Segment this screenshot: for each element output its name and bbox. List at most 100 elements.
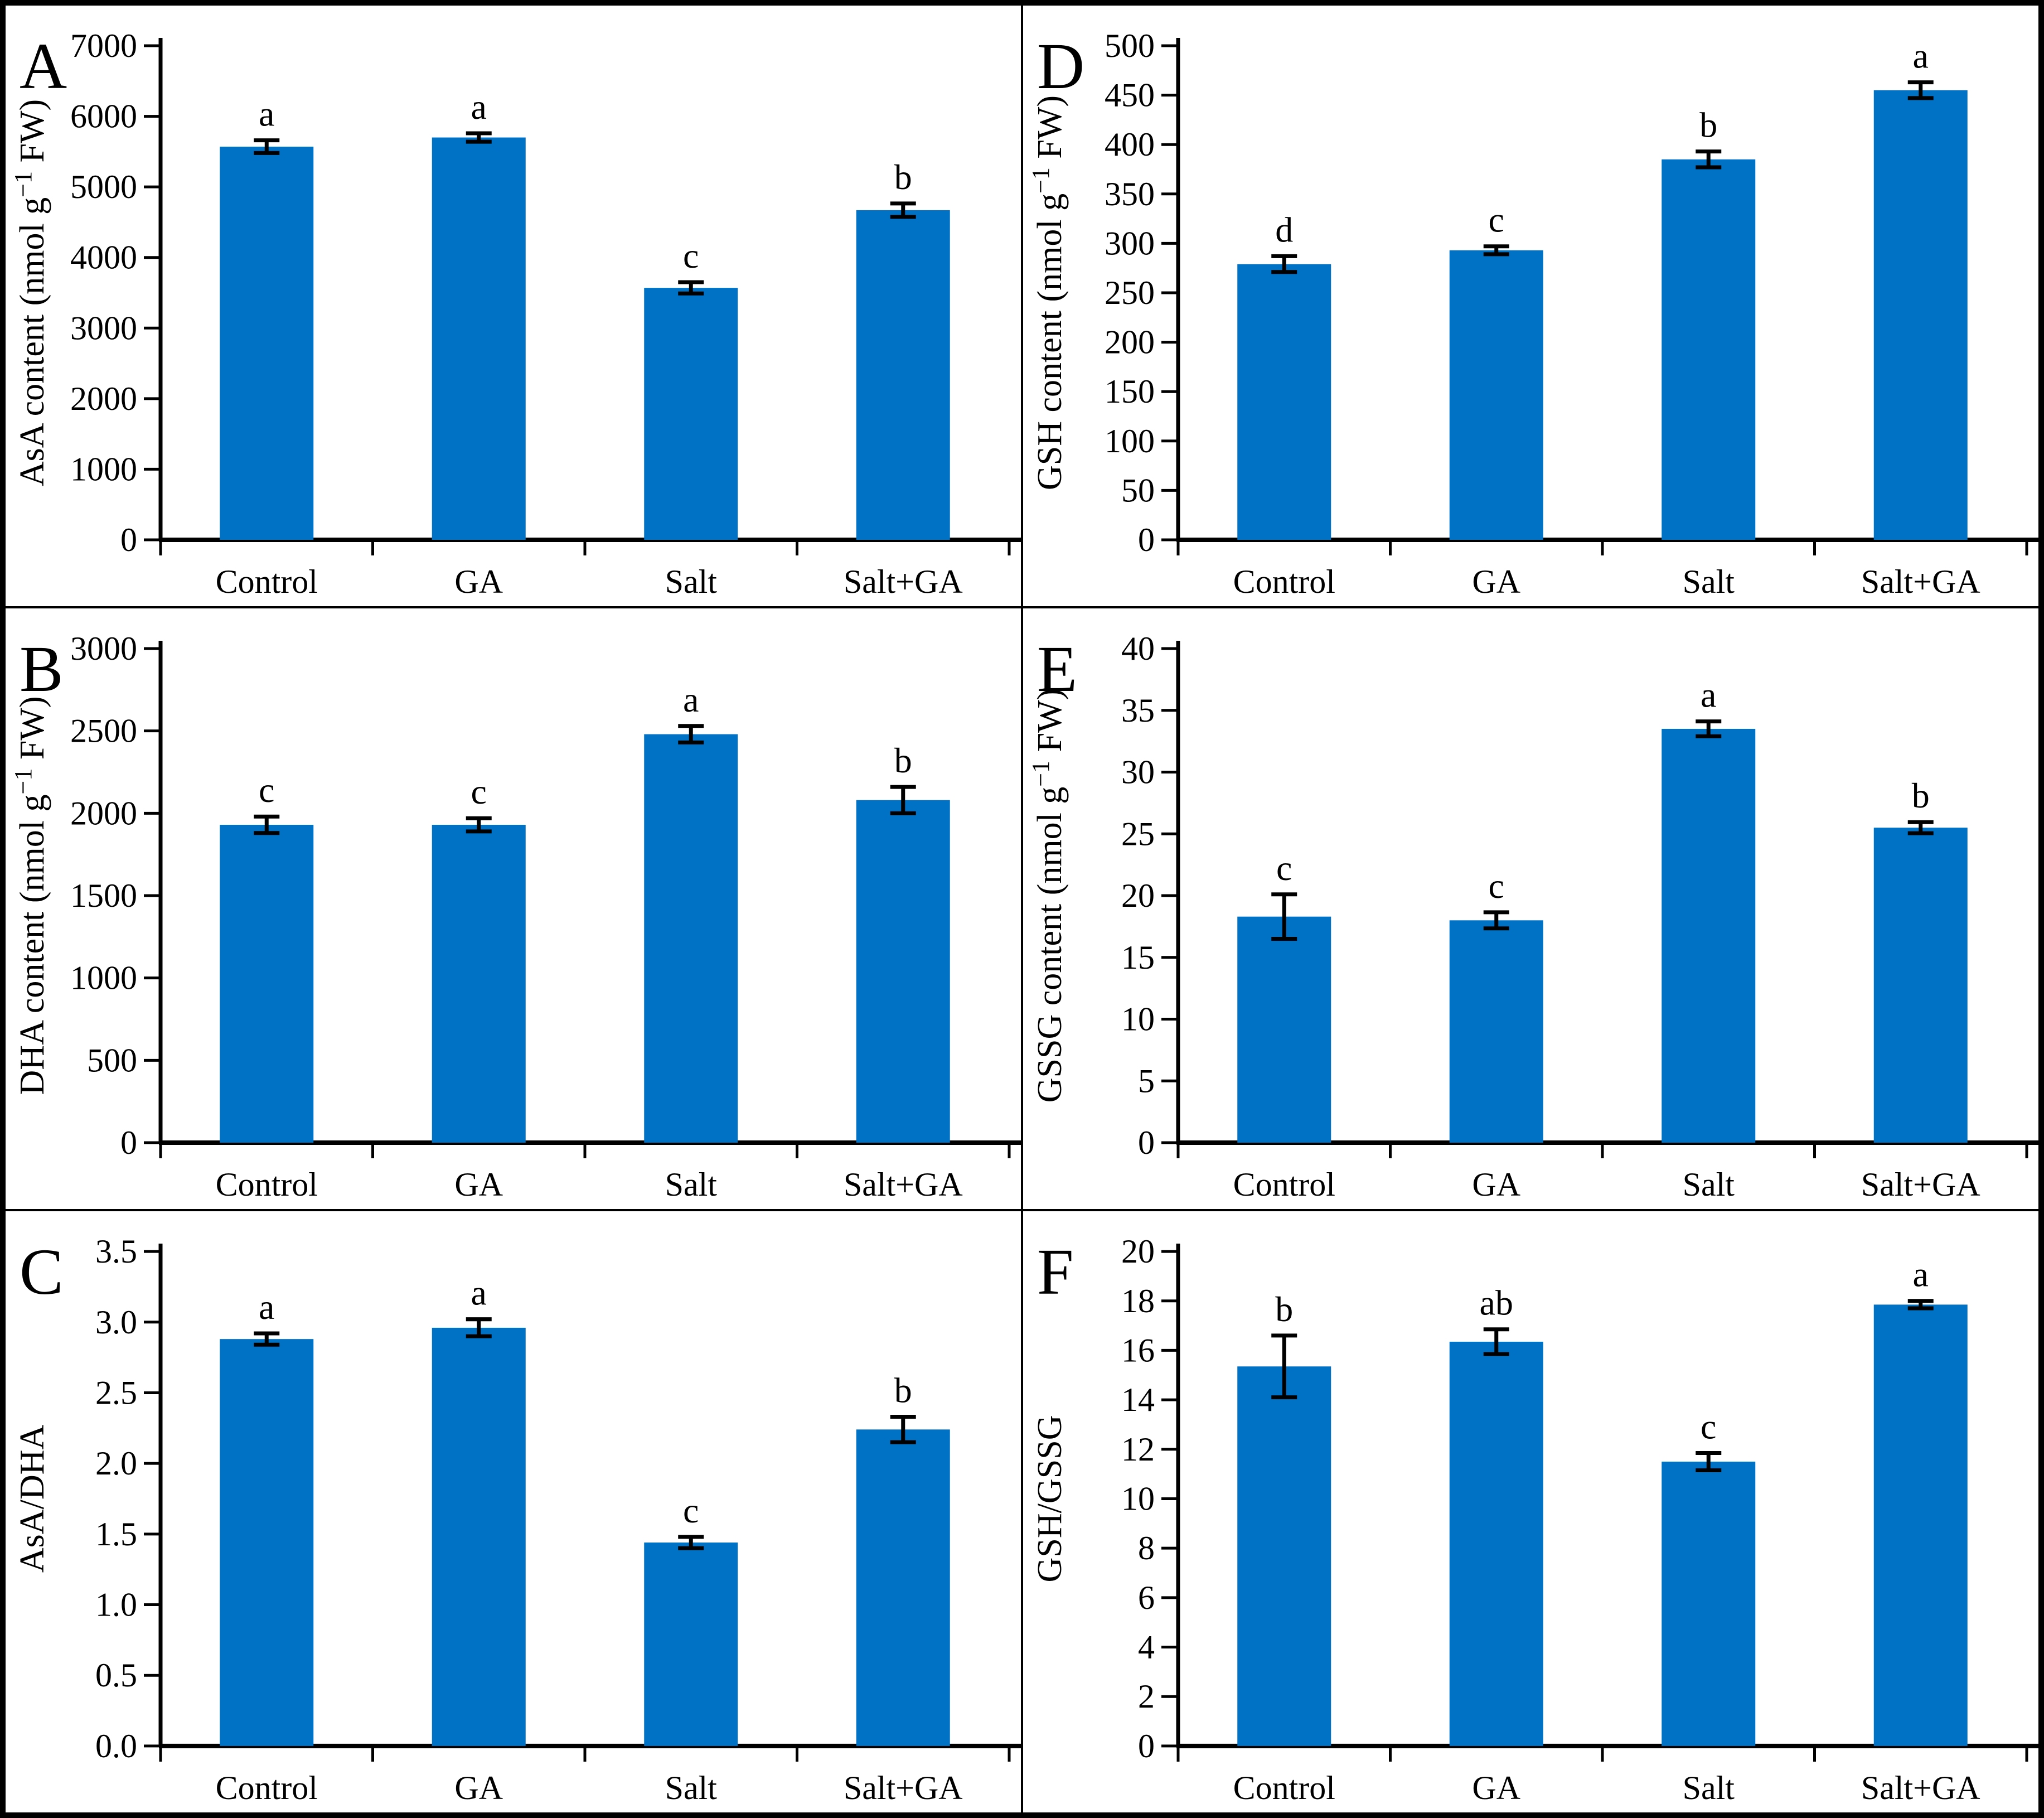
x-category-label: Salt+GA xyxy=(1861,563,1980,600)
bar xyxy=(856,800,950,1143)
x-category-label: Salt+GA xyxy=(844,1769,963,1806)
y-tick-label: 10 xyxy=(1121,1480,1155,1517)
y-tick-label: 1000 xyxy=(70,960,137,997)
x-category-label: Salt+GA xyxy=(1861,1166,1980,1203)
y-tick-label: 40 xyxy=(1121,630,1155,667)
significance-letter: b xyxy=(894,157,912,197)
panel-letter: D xyxy=(1037,30,1084,103)
x-category-label: GA xyxy=(1472,563,1520,600)
significance-letter: c xyxy=(683,236,699,275)
significance-letter: b xyxy=(1912,776,1930,815)
y-tick-label: 1.0 xyxy=(95,1587,137,1623)
x-category-label: Control xyxy=(216,1769,318,1806)
significance-letter: c xyxy=(259,770,274,810)
bar xyxy=(1237,1366,1331,1746)
significance-letter: b xyxy=(1275,1289,1293,1329)
y-tick-label: 450 xyxy=(1105,77,1155,114)
y-tick-label: 5000 xyxy=(70,168,137,205)
panel-letter: B xyxy=(20,632,64,705)
panel-C-cell: C 0.0 0.5 1.0 1.5 2.0 2.5 3.0 3.5 a Control a GA c Sal… xyxy=(6,1211,1023,1812)
significance-letter: a xyxy=(1701,675,1716,715)
bar xyxy=(644,1543,738,1746)
y-tick-label: 10 xyxy=(1121,1001,1155,1038)
bar xyxy=(1449,250,1543,540)
bar xyxy=(220,825,314,1143)
significance-letter: d xyxy=(1275,210,1293,249)
x-category-label: Control xyxy=(1233,1166,1335,1203)
significance-letter: c xyxy=(1489,200,1504,240)
y-tick-label: 14 xyxy=(1121,1381,1155,1418)
x-category-label: Control xyxy=(216,1166,318,1203)
y-tick-label: 3000 xyxy=(70,630,137,667)
y-tick-label: 400 xyxy=(1105,126,1155,163)
y-tick-label: 0.5 xyxy=(95,1657,137,1694)
y-tick-label: 1500 xyxy=(70,877,137,914)
bar xyxy=(644,288,738,540)
y-tick-label: 300 xyxy=(1105,225,1155,262)
x-category-label: Salt+GA xyxy=(844,1166,963,1203)
bar xyxy=(1449,1341,1543,1746)
y-tick-label: 0 xyxy=(1138,1124,1155,1161)
bar xyxy=(1662,159,1756,540)
y-tick-label: 35 xyxy=(1121,692,1155,729)
significance-letter: a xyxy=(259,1287,274,1327)
panel-C-chart: C 0.0 0.5 1.0 1.5 2.0 2.5 3.0 3.5 a Control a GA c Sal… xyxy=(13,1233,1021,1806)
significance-letter: c xyxy=(1276,848,1292,888)
y-tick-label: 0 xyxy=(120,521,137,558)
y-tick-label: 1000 xyxy=(70,451,137,487)
x-category-label: GA xyxy=(1472,1769,1520,1806)
bar xyxy=(432,137,526,540)
panel-F-cell: F 0 2 4 6 8 10 12 14 16 18 20 b Control ab GA c Salt a Salt… xyxy=(1023,1211,2038,1812)
y-tick-label: 500 xyxy=(87,1042,137,1079)
y-tick-label: 0 xyxy=(1138,1728,1155,1764)
y-tick-label: 6000 xyxy=(70,98,137,135)
y-axis-label: GSSG content (nmol g−1 FW) xyxy=(1027,689,1069,1103)
x-category-label: GA xyxy=(454,563,503,600)
significance-letter: a xyxy=(1913,36,1929,76)
bar xyxy=(644,734,738,1143)
y-tick-label: 0 xyxy=(120,1124,137,1161)
panel-letter: E xyxy=(1037,632,1077,705)
significance-letter: c xyxy=(1701,1406,1716,1446)
significance-letter: c xyxy=(471,772,487,811)
x-category-label: Salt+GA xyxy=(1861,1769,1980,1806)
y-tick-label: 2.5 xyxy=(95,1374,137,1411)
panel-B-chart: B 0 500 1000 1500 2000 2500 3000 c Control c GA a Sal… xyxy=(9,630,1021,1203)
y-tick-label: 1.5 xyxy=(95,1516,137,1553)
significance-letter: a xyxy=(471,87,487,127)
bar xyxy=(1449,920,1543,1143)
y-tick-label: 500 xyxy=(1105,27,1155,64)
x-category-label: GA xyxy=(454,1769,503,1806)
y-tick-label: 12 xyxy=(1121,1431,1155,1468)
bar xyxy=(432,825,526,1143)
x-category-label: Control xyxy=(216,563,318,600)
bar xyxy=(856,1429,950,1746)
bar xyxy=(1873,1304,1968,1746)
x-category-label: Salt+GA xyxy=(844,563,963,600)
significance-letter: a xyxy=(1913,1255,1929,1294)
y-tick-label: 2000 xyxy=(70,380,137,417)
bar xyxy=(1237,264,1331,540)
x-category-label: Salt xyxy=(1683,563,1735,600)
panel-F-chart: F 0 2 4 6 8 10 12 14 16 18 20 b Control ab GA c Salt a Salt… xyxy=(1031,1233,2038,1806)
significance-letter: a xyxy=(683,680,699,719)
panel-letter: C xyxy=(20,1235,64,1308)
y-tick-label: 2000 xyxy=(70,795,137,831)
bar xyxy=(432,1327,526,1746)
panel-B-cell: B 0 500 1000 1500 2000 2500 3000 c Control c GA a Sal… xyxy=(6,608,1023,1211)
y-tick-label: 2500 xyxy=(70,713,137,750)
significance-letter: a xyxy=(471,1273,487,1313)
panel-letter: F xyxy=(1037,1235,1074,1308)
y-tick-label: 20 xyxy=(1121,877,1155,914)
y-axis-label: AsA content (nmol g−1 FW) xyxy=(9,99,51,486)
y-tick-label: 50 xyxy=(1121,472,1155,509)
y-tick-label: 2.0 xyxy=(95,1445,137,1482)
y-tick-label: 0.0 xyxy=(95,1728,137,1764)
y-tick-label: 4000 xyxy=(70,239,137,276)
bar xyxy=(1873,90,1968,540)
x-category-label: Control xyxy=(1233,563,1335,600)
significance-letter: ab xyxy=(1480,1283,1513,1323)
significance-letter: a xyxy=(259,94,274,134)
y-axis-label: AsA/DHA xyxy=(13,1425,51,1573)
